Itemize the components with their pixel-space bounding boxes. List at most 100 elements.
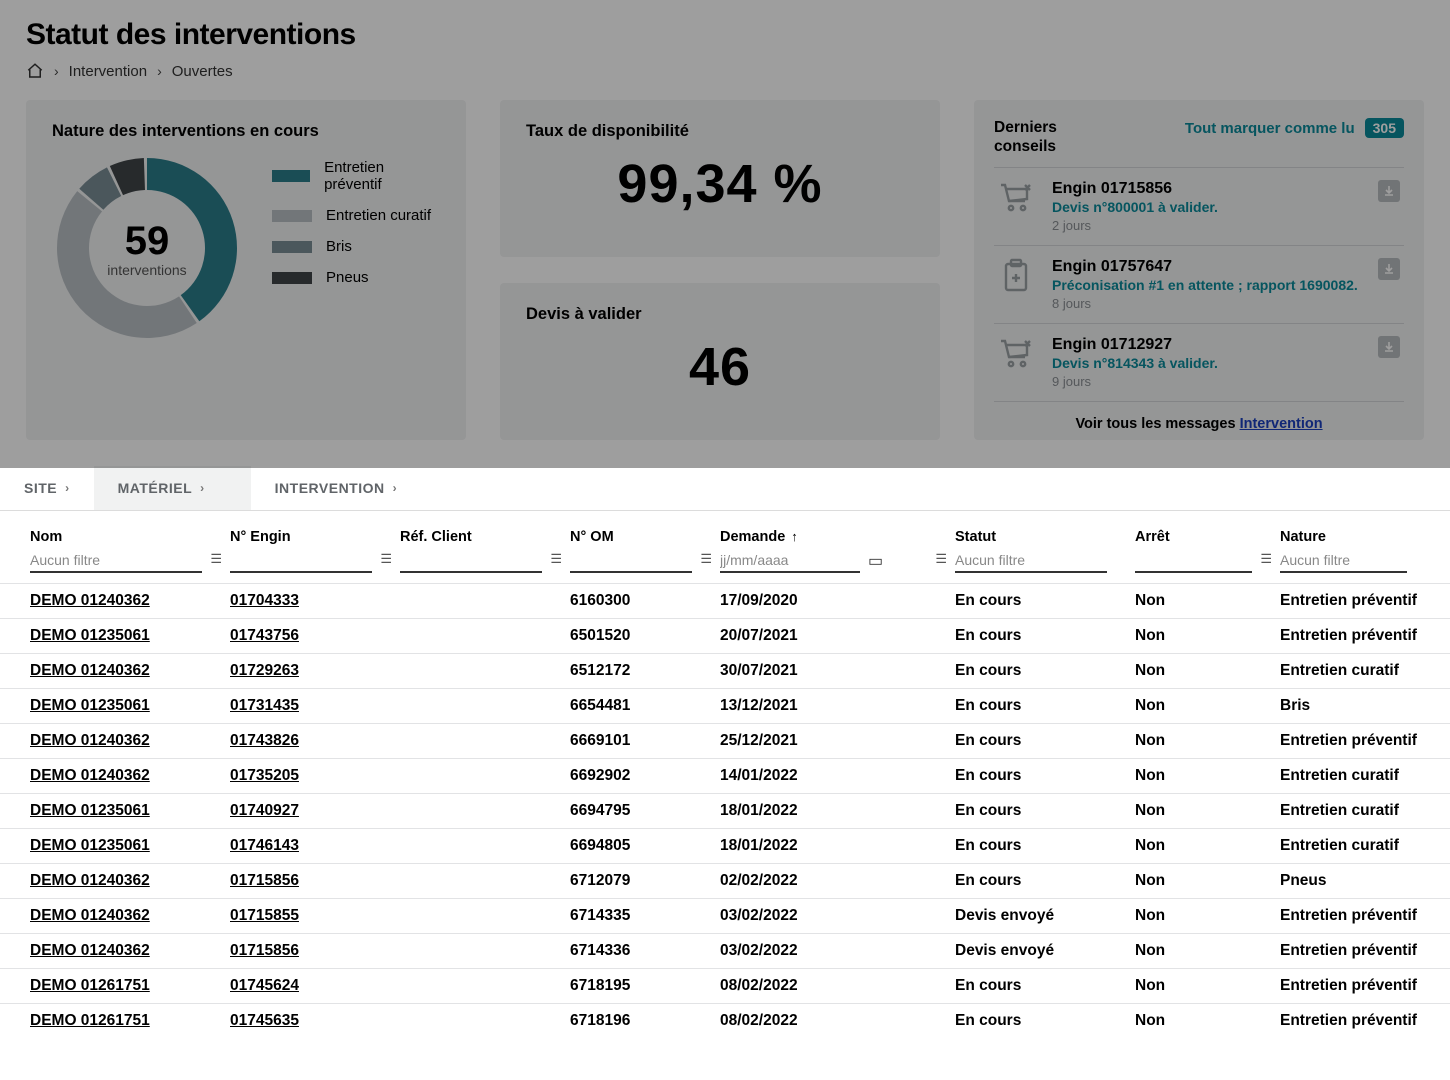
- cell-engin[interactable]: 01715856: [230, 934, 400, 968]
- filter-tabs: SITE› MATÉRIEL› INTERVENTION›: [0, 466, 1450, 511]
- cell-engin[interactable]: 01715855: [230, 899, 400, 933]
- filter-demande[interactable]: [720, 549, 860, 573]
- cell-nature: Entretien curatif: [1280, 654, 1435, 688]
- advice-item[interactable]: Engin 01715856 Devis n°800001 à valider.…: [994, 168, 1404, 246]
- tab-materiel[interactable]: MATÉRIEL›: [94, 466, 229, 510]
- cell-nom[interactable]: DEMO 01240362: [30, 864, 230, 898]
- table-row[interactable]: DEMO 01240362 01735205 6692902 14/01/202…: [0, 758, 1450, 793]
- filter-om[interactable]: [570, 549, 692, 573]
- cart-arrow-icon: [998, 336, 1034, 373]
- table-row[interactable]: DEMO 01235061 01740927 6694795 18/01/202…: [0, 793, 1450, 828]
- download-icon[interactable]: [1378, 180, 1400, 202]
- legend-item: Bris: [272, 238, 440, 255]
- col-arret[interactable]: Arrêt: [1135, 523, 1280, 549]
- col-demande[interactable]: Demande↑: [720, 523, 955, 549]
- cell-engin[interactable]: 01746143: [230, 829, 400, 863]
- table-row[interactable]: DEMO 01240362 01729263 6512172 30/07/202…: [0, 653, 1450, 688]
- table-row[interactable]: DEMO 01235061 01743756 6501520 20/07/202…: [0, 618, 1450, 653]
- advice-footer-link[interactable]: Intervention: [1240, 416, 1323, 432]
- filter-icon[interactable]: ☰: [210, 551, 222, 567]
- filter-icon[interactable]: ☰: [700, 551, 712, 567]
- cell-ref: [400, 689, 570, 723]
- cell-nom[interactable]: DEMO 01240362: [30, 759, 230, 793]
- filter-statut[interactable]: [955, 549, 1107, 573]
- advice-item-subtitle: Devis n°800001 à valider.: [1052, 198, 1360, 216]
- card-title: Taux de disponibilité: [526, 122, 914, 141]
- chevron-right-icon: ›: [157, 63, 162, 79]
- cell-engin[interactable]: 01740927: [230, 794, 400, 828]
- cell-ref: [400, 654, 570, 688]
- cell-nom[interactable]: DEMO 01240362: [30, 934, 230, 968]
- filter-icon[interactable]: ☰: [1260, 551, 1272, 567]
- donut-center-value: 59: [125, 219, 170, 264]
- advice-item[interactable]: Engin 01757647 Préconisation #1 en atten…: [994, 246, 1404, 324]
- table-row[interactable]: DEMO 01240362 01715856 6714336 03/02/202…: [0, 933, 1450, 968]
- table-row[interactable]: DEMO 01240362 01715856 6712079 02/02/202…: [0, 863, 1450, 898]
- filter-arret[interactable]: [1135, 549, 1252, 573]
- cell-nom[interactable]: DEMO 01261751: [30, 969, 230, 1003]
- tab-site[interactable]: SITE›: [0, 466, 94, 510]
- cell-engin[interactable]: 01735205: [230, 759, 400, 793]
- col-nom[interactable]: Nom: [30, 523, 230, 549]
- tab-intervention[interactable]: INTERVENTION›: [251, 466, 1450, 510]
- download-icon[interactable]: [1378, 258, 1400, 280]
- home-icon[interactable]: [26, 62, 44, 80]
- col-engin[interactable]: N° Engin: [230, 523, 400, 549]
- download-icon[interactable]: [1378, 336, 1400, 358]
- cell-nom[interactable]: DEMO 01235061: [30, 619, 230, 653]
- cell-engin[interactable]: 01745635: [230, 1004, 400, 1038]
- cell-statut: En cours: [955, 689, 1135, 723]
- cell-engin[interactable]: 01731435: [230, 689, 400, 723]
- cell-engin[interactable]: 01743756: [230, 619, 400, 653]
- card-title: Nature des interventions en cours: [52, 122, 440, 141]
- table-row[interactable]: DEMO 01261751 01745624 6718195 08/02/202…: [0, 968, 1450, 1003]
- cell-engin[interactable]: 01704333: [230, 584, 400, 618]
- table-row[interactable]: DEMO 01235061 01746143 6694805 18/01/202…: [0, 828, 1450, 863]
- col-nature[interactable]: Nature: [1280, 523, 1435, 549]
- cell-engin[interactable]: 01729263: [230, 654, 400, 688]
- breadcrumb-level2[interactable]: Ouvertes: [172, 63, 233, 80]
- filter-engin[interactable]: [230, 549, 372, 573]
- cell-nom[interactable]: DEMO 01240362: [30, 654, 230, 688]
- mark-all-read-link[interactable]: Tout marquer comme lu: [1185, 120, 1355, 137]
- cell-statut: En cours: [955, 584, 1135, 618]
- cell-demande: 17/09/2020: [720, 584, 955, 618]
- table-row[interactable]: DEMO 01240362 01715855 6714335 03/02/202…: [0, 898, 1450, 933]
- cell-nom[interactable]: DEMO 01235061: [30, 689, 230, 723]
- cell-engin[interactable]: 01745624: [230, 969, 400, 1003]
- legend-label: Bris: [326, 238, 352, 255]
- filter-ref[interactable]: [400, 549, 542, 573]
- legend-swatch: [272, 241, 312, 253]
- cell-engin[interactable]: 01743826: [230, 724, 400, 758]
- cell-statut: En cours: [955, 864, 1135, 898]
- cell-engin[interactable]: 01715856: [230, 864, 400, 898]
- cell-om: 6654481: [570, 689, 720, 723]
- advice-item-title: Engin 01715856: [1052, 180, 1360, 198]
- filter-nom[interactable]: [30, 549, 202, 573]
- col-statut[interactable]: Statut: [955, 523, 1135, 549]
- table-row[interactable]: DEMO 01235061 01731435 6654481 13/12/202…: [0, 688, 1450, 723]
- table-row[interactable]: DEMO 01261751 01745635 6718196 08/02/202…: [0, 1003, 1450, 1038]
- breadcrumb-level1[interactable]: Intervention: [69, 63, 147, 80]
- filter-icon[interactable]: ☰: [935, 551, 947, 567]
- col-om[interactable]: N° OM: [570, 523, 720, 549]
- cell-nom[interactable]: DEMO 01240362: [30, 584, 230, 618]
- cell-nom[interactable]: DEMO 01235061: [30, 829, 230, 863]
- cell-nom[interactable]: DEMO 01261751: [30, 1004, 230, 1038]
- cell-arret: Non: [1135, 654, 1280, 688]
- cell-nom[interactable]: DEMO 01240362: [30, 724, 230, 758]
- col-ref[interactable]: Réf. Client: [400, 523, 570, 549]
- table-header: Nom N° Engin Réf. Client N° OM Demande↑ …: [0, 511, 1450, 549]
- advice-item-age: 2 jours: [1052, 218, 1360, 233]
- cell-nom[interactable]: DEMO 01240362: [30, 899, 230, 933]
- advice-item[interactable]: Engin 01712927 Devis n°814343 à valider.…: [994, 324, 1404, 402]
- filter-icon[interactable]: ☰: [550, 551, 562, 567]
- donut-legend: Entretien préventifEntretien curatifBris…: [272, 159, 440, 286]
- cell-nom[interactable]: DEMO 01235061: [30, 794, 230, 828]
- donut-chart: 59 interventions: [52, 153, 242, 343]
- table-row[interactable]: DEMO 01240362 01743826 6669101 25/12/202…: [0, 723, 1450, 758]
- table-row[interactable]: DEMO 01240362 01704333 6160300 17/09/202…: [0, 583, 1450, 618]
- filter-icon[interactable]: ☰: [380, 551, 392, 567]
- filter-nature[interactable]: [1280, 549, 1407, 573]
- calendar-icon[interactable]: ▭: [868, 551, 883, 571]
